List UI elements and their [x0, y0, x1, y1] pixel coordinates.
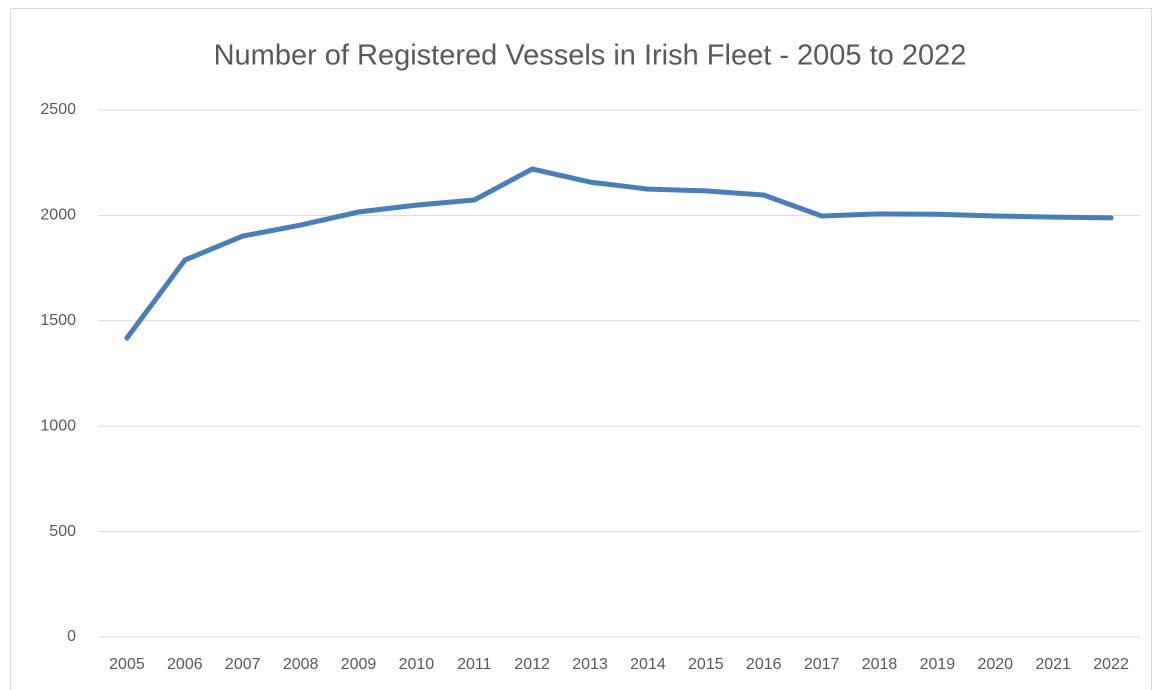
x-tick-label: 2022: [1093, 656, 1129, 673]
y-tick-label: 2000: [40, 207, 76, 224]
y-tick-label: 500: [49, 523, 76, 540]
x-tick-label: 2014: [630, 656, 666, 673]
data-line: [124, 166, 1114, 341]
x-tick-label: 2009: [341, 656, 377, 673]
x-tick-label: 2013: [572, 656, 608, 673]
chart-border: [10, 8, 1152, 690]
x-tick-label: 2005: [109, 656, 145, 673]
x-tick-label: 2018: [862, 656, 898, 673]
x-tick-label: 2017: [804, 656, 840, 673]
x-tick-label: 2012: [514, 656, 550, 673]
y-tick-label: 2500: [40, 101, 76, 118]
x-tick-label: 2021: [1035, 656, 1071, 673]
x-tick-label: 2016: [746, 656, 782, 673]
x-tick-label: 2008: [283, 656, 319, 673]
x-tick-label: 2010: [399, 656, 435, 673]
y-tick-label: 1000: [40, 417, 76, 434]
x-tick-label: 2011: [457, 656, 492, 673]
x-tick-label: 2015: [688, 656, 724, 673]
chart-title: Number of Registered Vessels in Irish Fl…: [214, 40, 967, 72]
x-tick-label: 2019: [920, 656, 956, 673]
x-tick-label: 2020: [977, 656, 1013, 673]
y-tick-label: 0: [67, 628, 76, 645]
x-tick-label: 2006: [167, 656, 203, 673]
x-tick-label: 2007: [225, 656, 261, 673]
y-tick-label: 1500: [40, 312, 76, 329]
